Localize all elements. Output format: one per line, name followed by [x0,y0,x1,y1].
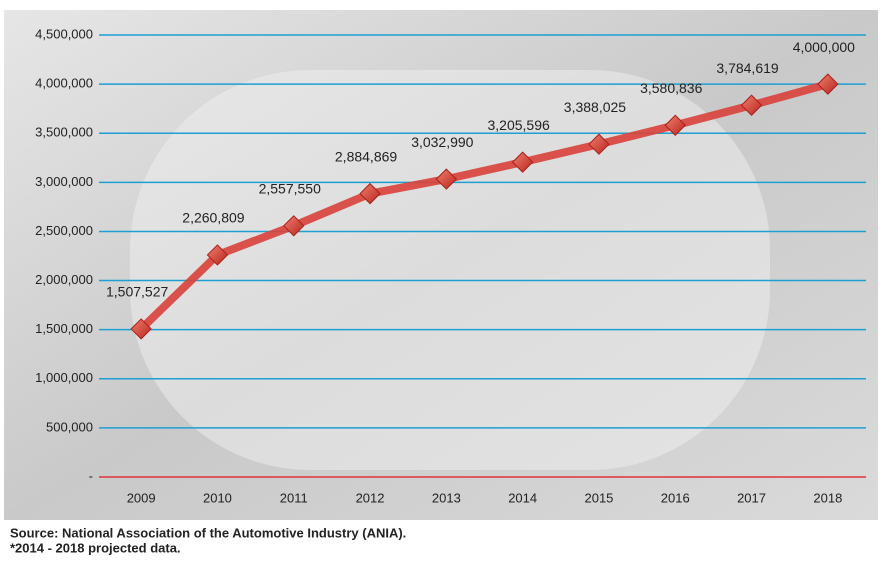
y-tick-label: - [89,468,93,483]
x-tick-label: 2012 [356,490,385,505]
x-tick-label: 2018 [813,490,842,505]
data-label: 3,784,619 [716,60,778,76]
note: *2014 - 2018 projected data. [10,540,181,555]
source: Source: National Association of the Auto… [10,525,406,540]
data-label: 2,884,869 [335,148,397,164]
x-tick-label: 2009 [127,490,156,505]
data-label: 3,205,596 [488,117,550,133]
y-tick-label: 500,000 [46,419,93,434]
data-label: 4,000,000 [793,39,855,55]
y-tick-label: 2,500,000 [35,223,93,238]
x-tick-label: 2013 [432,490,461,505]
y-tick-label: 1,500,000 [35,321,93,336]
x-tick-label: 2010 [203,490,232,505]
data-label: 1,507,527 [106,284,168,300]
x-tick-label: 2011 [280,490,308,505]
data-label: 3,388,025 [564,99,626,115]
y-tick-label: 3,000,000 [35,174,93,189]
x-tick-label: 2016 [661,490,690,505]
y-tick-label: 1,000,000 [35,370,93,385]
data-label: 2,557,550 [259,180,321,196]
y-tick-label: 2,000,000 [35,272,93,287]
chart: Source: National Association of the Auto… [0,0,882,562]
y-tick-label: 4,000,000 [35,76,93,91]
data-label: 2,260,809 [182,210,244,226]
data-label: 3,032,990 [411,134,473,150]
page: Source: National Association of the Auto… [0,0,882,562]
data-label: 3,580,836 [640,80,702,96]
y-tick-label: 3,500,000 [35,125,93,140]
x-tick-label: 2017 [737,490,766,505]
x-tick-label: 2014 [508,490,537,505]
y-tick-label: 4,500,000 [35,26,93,41]
x-tick-label: 2015 [584,490,613,505]
